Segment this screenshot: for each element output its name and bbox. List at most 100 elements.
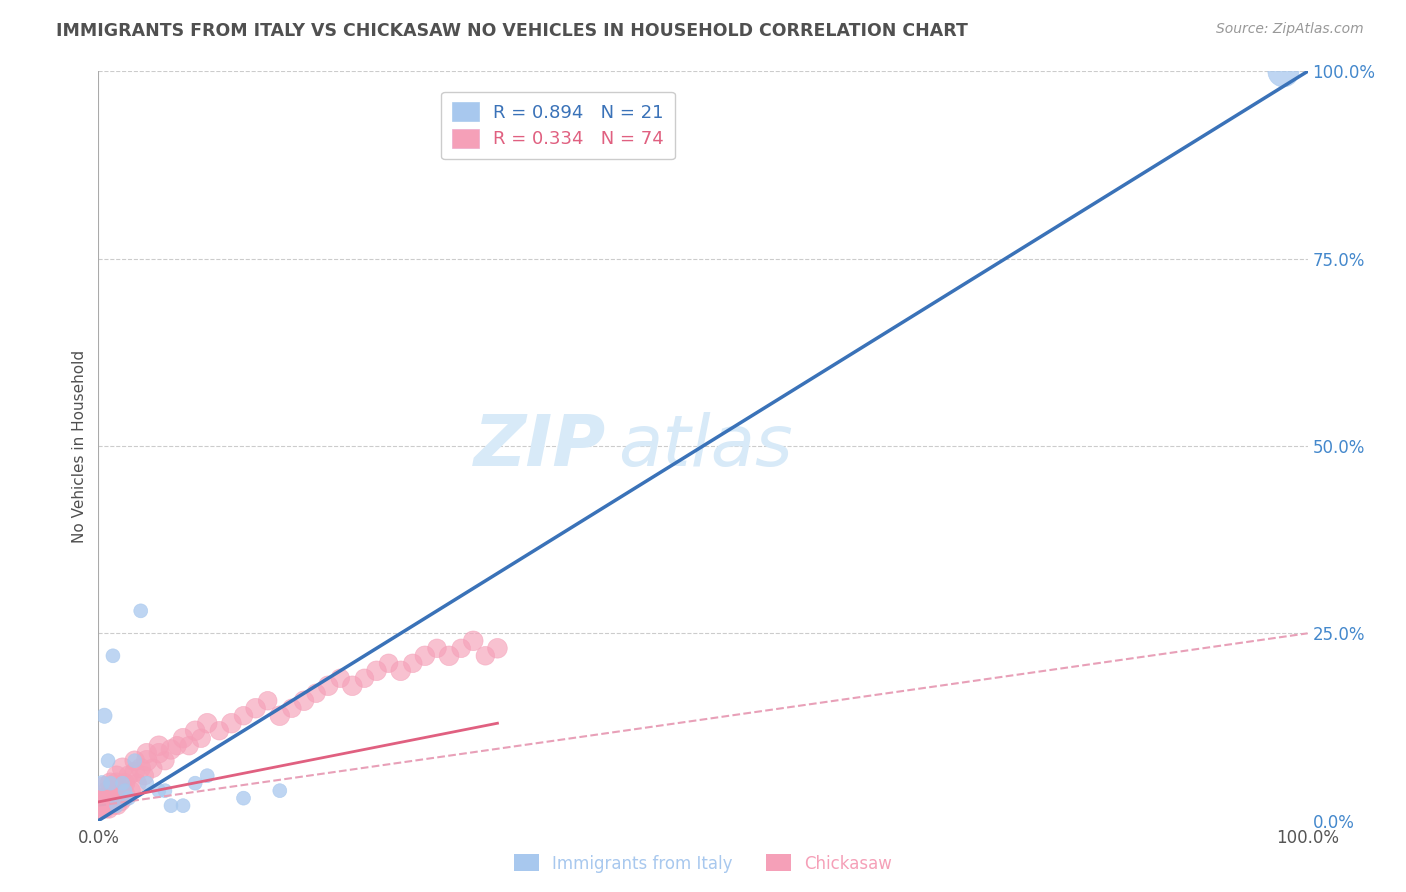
Text: atlas: atlas [619, 411, 793, 481]
Point [100, 776, 122, 790]
Point [97, 791, 120, 805]
Point [366, 664, 388, 678]
Point [101, 783, 124, 797]
Point [329, 671, 352, 685]
Point [342, 679, 364, 693]
Point [129, 761, 152, 775]
Point [281, 701, 304, 715]
Point [135, 776, 157, 790]
Point [103, 798, 125, 813]
Point [195, 769, 218, 783]
Point [93, 780, 115, 794]
Point [292, 694, 315, 708]
Point [101, 648, 124, 663]
Point [134, 769, 156, 783]
Point [105, 769, 128, 783]
Point [172, 798, 194, 813]
Point [114, 783, 136, 797]
Point [316, 679, 339, 693]
Point [90, 802, 112, 816]
Point [124, 754, 146, 768]
Point [474, 648, 496, 663]
Point [184, 723, 207, 738]
Point [107, 798, 129, 813]
Point [91, 791, 114, 805]
Point [111, 780, 134, 794]
Point [269, 783, 291, 797]
Point [148, 783, 170, 797]
Point [114, 776, 136, 790]
Point [232, 708, 254, 723]
Point [221, 716, 243, 731]
Point [232, 791, 254, 805]
Point [179, 739, 201, 753]
Point [115, 788, 138, 802]
Point [269, 708, 291, 723]
Point [91, 798, 114, 813]
Point [142, 761, 165, 775]
Text: ZIP: ZIP [474, 411, 606, 481]
Point [172, 731, 194, 746]
Point [105, 798, 128, 813]
Point [111, 776, 134, 790]
Point [108, 783, 131, 797]
Point [98, 802, 121, 816]
Point [91, 802, 114, 816]
Point [450, 641, 472, 656]
Point [148, 739, 170, 753]
Point [245, 701, 267, 715]
Point [256, 694, 278, 708]
Point [389, 664, 412, 678]
Y-axis label: No Vehicles in Household: No Vehicles in Household [72, 350, 87, 542]
Point [135, 754, 157, 768]
Point [208, 723, 231, 738]
Point [413, 648, 436, 663]
Point [160, 742, 183, 756]
Point [124, 754, 146, 768]
Point [100, 788, 122, 802]
Point [1272, 64, 1295, 78]
Point [153, 754, 176, 768]
Point [184, 776, 207, 790]
Point [124, 764, 146, 779]
Point [437, 648, 460, 663]
Point [377, 657, 399, 671]
Point [97, 754, 120, 768]
Point [100, 776, 122, 790]
Point [129, 604, 152, 618]
Point [110, 795, 132, 809]
Point [118, 769, 141, 783]
Point [120, 783, 142, 797]
Text: Source: ZipAtlas.com: Source: ZipAtlas.com [1216, 22, 1364, 37]
Point [97, 783, 120, 797]
Point [108, 788, 131, 802]
Point [93, 791, 115, 805]
Point [100, 795, 122, 809]
Point [127, 776, 149, 790]
Point [96, 795, 118, 809]
Point [112, 791, 135, 805]
Text: IMMIGRANTS FROM ITALY VS CHICKASAW NO VEHICLES IN HOUSEHOLD CORRELATION CHART: IMMIGRANTS FROM ITALY VS CHICKASAW NO VE… [56, 22, 969, 40]
Point [91, 795, 114, 809]
Point [160, 798, 183, 813]
Point [402, 657, 425, 671]
Point [195, 716, 218, 731]
Point [104, 791, 127, 805]
Point [166, 739, 188, 753]
Point [148, 746, 170, 760]
Point [105, 776, 128, 790]
Point [91, 776, 114, 790]
Point [426, 641, 449, 656]
Point [153, 783, 176, 797]
Point [135, 746, 157, 760]
Point [305, 686, 328, 700]
Point [111, 761, 134, 775]
Point [463, 633, 485, 648]
Point [118, 791, 141, 805]
Point [89, 798, 111, 813]
Legend: R = 0.894   N = 21, R = 0.334   N = 74: R = 0.894 N = 21, R = 0.334 N = 74 [441, 92, 675, 159]
Legend: Immigrants from Italy, Chickasaw: Immigrants from Italy, Chickasaw [508, 847, 898, 880]
Point [190, 731, 212, 746]
Point [93, 708, 115, 723]
Point [94, 802, 117, 816]
